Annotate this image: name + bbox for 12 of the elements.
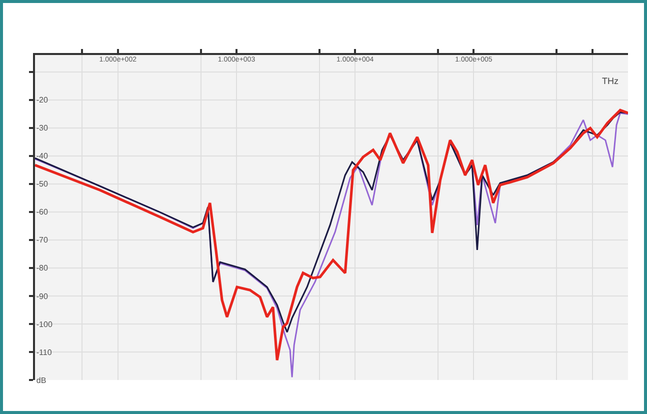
y-tick-label: -90 (36, 292, 49, 301)
x-axis-title: THz (602, 76, 619, 86)
y-tick-label: dB (36, 376, 46, 385)
y-tick-label: -80 (36, 264, 49, 273)
y-tick-label: -70 (36, 236, 49, 245)
y-tick-label: -60 (36, 208, 49, 217)
y-tick-label: -40 (36, 152, 49, 161)
y-tick-label: -110 (36, 348, 52, 357)
y-tick-label: -20 (36, 96, 49, 105)
y-tick-label: -100 (36, 320, 53, 329)
y-tick-label: -30 (36, 124, 49, 133)
y-tick-label: -50 (36, 180, 49, 189)
